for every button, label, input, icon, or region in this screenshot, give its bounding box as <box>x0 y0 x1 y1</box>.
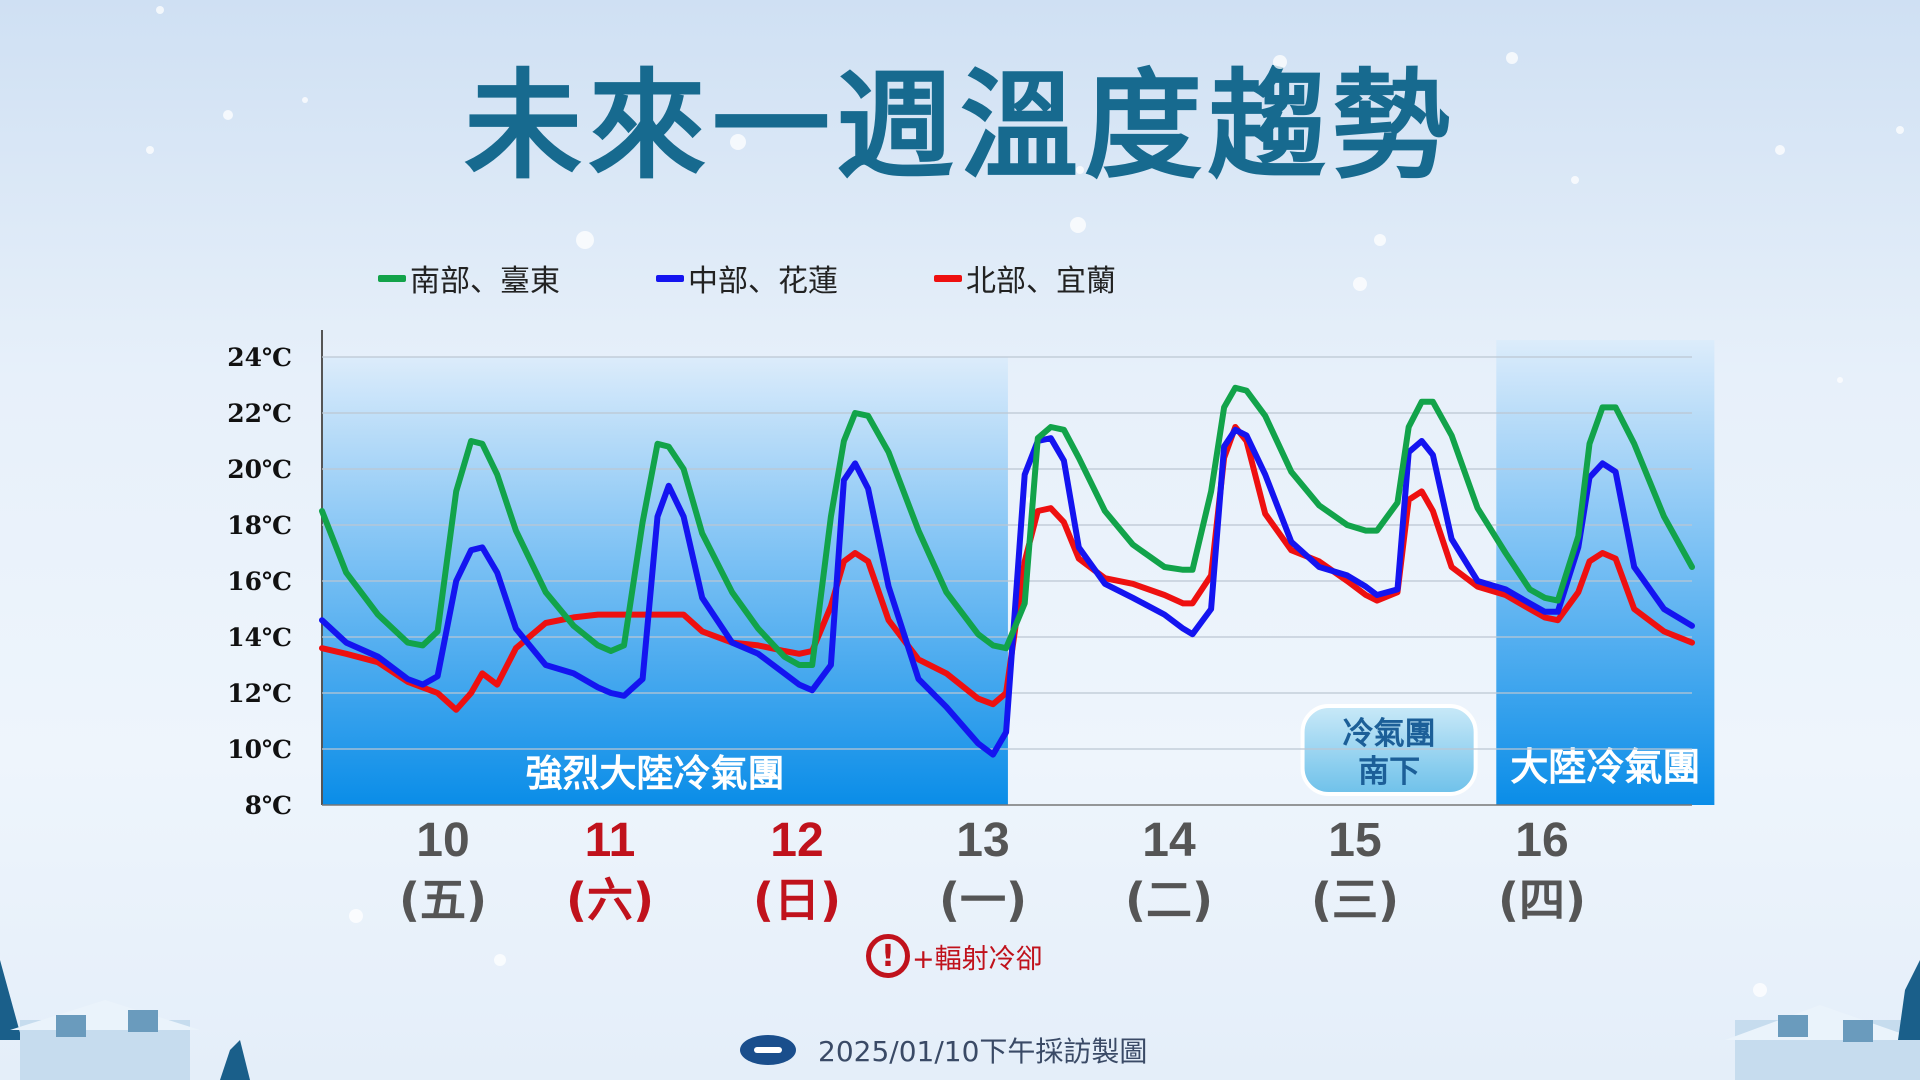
tree-left-2 <box>220 1040 250 1080</box>
roof-left <box>10 1000 200 1030</box>
legend-label-south: 南部、臺東 <box>410 264 560 299</box>
x-tick-weekday: (六) <box>566 873 654 927</box>
x-tick-date: 10 <box>416 814 469 867</box>
y-tick-label: 24℃ <box>227 343 292 372</box>
snowflake <box>156 6 164 14</box>
snowflake <box>223 110 233 120</box>
snowflake <box>302 97 308 103</box>
snowflake <box>1374 234 1386 246</box>
legend-label-north: 北部、宜蘭 <box>966 264 1116 299</box>
y-tick-label: 10℃ <box>227 735 292 764</box>
cwa-logo-icon <box>740 1035 796 1065</box>
region-badge-label: 冷氣團 <box>1343 716 1436 752</box>
y-tick-label: 18℃ <box>227 511 292 540</box>
radiative-cooling-text: +輻射冷卻 <box>912 943 1043 975</box>
snowflake <box>146 146 154 154</box>
x-tick-weekday: (五) <box>399 873 487 927</box>
y-tick-label: 20℃ <box>227 455 292 484</box>
chart-legend: 南部、臺東 中部、花蓮 北部、宜蘭 <box>378 258 1212 299</box>
y-axis-ticks: 24℃ 22℃ 20℃ 18℃ 16℃ 14℃ 12℃ 10℃ 8℃ <box>227 343 292 820</box>
legend-item-central: 中部、花蓮 <box>656 258 838 299</box>
x-axis-day-labels: 10 (五) 11 (六) 12 (日) 13 (一) 14 (二) 15 (三) 16 (四) <box>399 814 1586 927</box>
x-tick-date: 12 <box>770 814 823 867</box>
x-tick-date: 16 <box>1515 814 1568 867</box>
x-tick-weekday: (二) <box>1125 873 1213 927</box>
x-tick-weekday: (一) <box>939 873 1027 927</box>
snowflake <box>1571 176 1579 184</box>
legend-item-north: 北部、宜蘭 <box>934 258 1116 299</box>
snowflake <box>1076 166 1084 174</box>
x-tick-date: 13 <box>956 814 1009 867</box>
snowflake <box>1070 217 1086 233</box>
snowy-houses-decoration <box>0 960 1920 1080</box>
y-tick-label: 8℃ <box>245 791 292 820</box>
x-tick-date: 15 <box>1328 814 1381 867</box>
series-lines <box>319 384 1695 758</box>
snowflake <box>1753 983 1767 997</box>
snowflake <box>1896 126 1904 134</box>
series-line-南部、臺東 <box>319 384 1695 668</box>
x-tick-weekday: (四) <box>1498 873 1586 927</box>
legend-swatch-central <box>656 274 684 282</box>
legend-label-central: 中部、花蓮 <box>688 264 838 299</box>
region-label: 大陸冷氣團 <box>1510 745 1700 789</box>
region-badge <box>1300 704 1478 796</box>
y-tick-label: 14℃ <box>227 623 292 652</box>
tree-right <box>1898 960 1920 1040</box>
snowflake <box>349 909 363 923</box>
y-tick-label: 22℃ <box>227 399 292 428</box>
series-line-北部、宜蘭 <box>319 424 1695 713</box>
y-tick-label: 16℃ <box>227 567 292 596</box>
snowflake <box>730 134 746 150</box>
snowflakes-decoration <box>146 6 1904 997</box>
series-line-中部、花蓮 <box>319 426 1695 758</box>
footer: 2025/01/10下午採訪製圖 <box>740 1030 1147 1070</box>
exclamation-circle-icon: ! <box>866 934 910 978</box>
legend-item-south: 南部、臺東 <box>378 258 560 299</box>
snowflake <box>1506 52 1518 64</box>
x-tick-date: 11 <box>585 814 636 867</box>
tree-left <box>0 960 22 1040</box>
x-tick-weekday: (三) <box>1311 873 1399 927</box>
chimney-right-2 <box>1843 1020 1873 1042</box>
snowflake <box>1273 55 1287 69</box>
y-tick-label: 12℃ <box>227 679 292 708</box>
region-band <box>1496 340 1715 805</box>
snowflake <box>494 954 506 966</box>
chimney-left <box>56 1015 86 1037</box>
footer-text: 2025/01/10下午採訪製圖 <box>818 1035 1148 1068</box>
snowflake <box>1353 277 1367 291</box>
legend-swatch-south <box>378 274 406 282</box>
snowflake <box>1775 145 1785 155</box>
legend-swatch-north <box>934 274 962 282</box>
snowflake <box>1837 377 1843 383</box>
page-title: 未來一週溫度趨勢 <box>463 57 1456 195</box>
x-tick-date: 14 <box>1142 814 1196 867</box>
region-label: 強烈大陸冷氣團 <box>525 752 784 795</box>
radiative-cooling-note: ! +輻射冷卻 <box>866 934 1043 978</box>
region-badge-label: 南下 <box>1358 754 1420 790</box>
snowflake <box>576 231 594 249</box>
x-tick-weekday: (日) <box>753 873 841 927</box>
chimney-left-2 <box>128 1010 158 1032</box>
chimney-right <box>1778 1015 1808 1037</box>
